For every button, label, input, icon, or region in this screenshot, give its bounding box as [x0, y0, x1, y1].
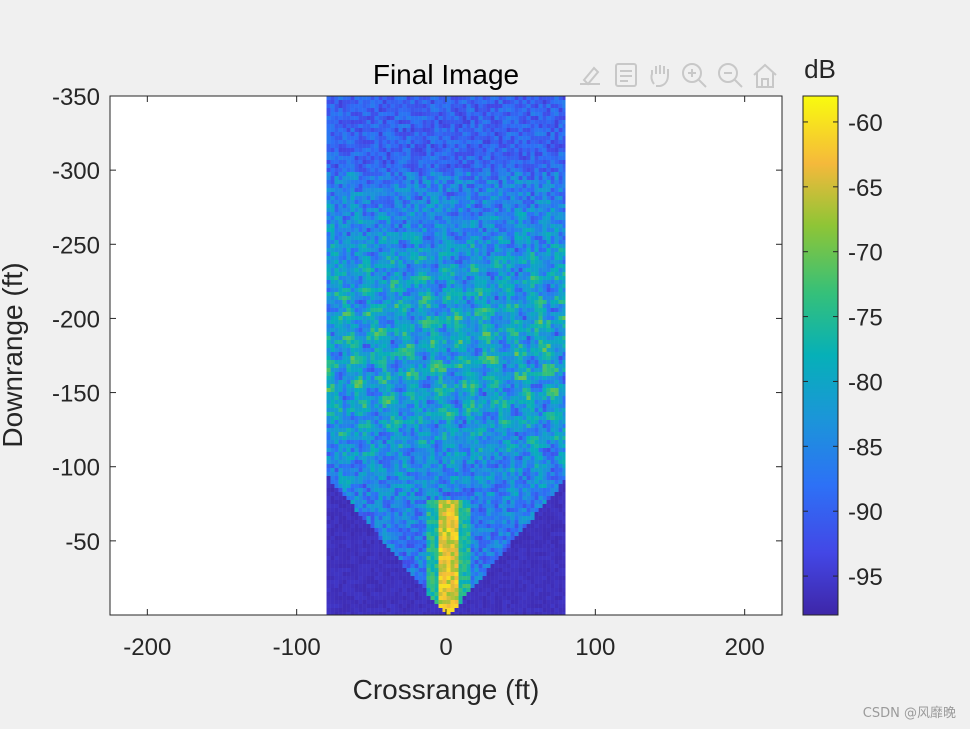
watermark-text: CSDN @风靡晚 — [862, 706, 956, 721]
colorbar — [802, 95, 839, 616]
colorbar-label: dB — [804, 54, 836, 84]
colorbar-tick-label: -80 — [848, 369, 883, 396]
x-tick-label: 0 — [439, 634, 452, 661]
heatmap-image[interactable] — [326, 96, 567, 616]
x-tick-label: -100 — [273, 634, 321, 661]
x-tick-label: -200 — [123, 634, 171, 661]
y-axis-title: Downrange (ft) — [0, 262, 28, 447]
y-tick-label: -350 — [52, 84, 100, 111]
colorbar-tick-label: -90 — [848, 499, 883, 526]
colorbar-tick-label: -85 — [848, 434, 883, 461]
colorbar-tick-label: -70 — [848, 240, 883, 267]
data-tips-icon[interactable] — [615, 63, 637, 87]
chart-title: Final Image — [373, 59, 519, 90]
x-tick-label: 100 — [575, 634, 615, 661]
colorbar-ticks: -60 -65 -70 -75 -80 -85 -90 -95 — [803, 110, 883, 591]
axes-toolbar — [580, 63, 777, 88]
colorbar-tick-label: -95 — [848, 564, 883, 591]
colorbar-tick-label: -75 — [848, 305, 883, 332]
pan-hand-icon[interactable] — [650, 65, 669, 87]
y-tick-label: -150 — [52, 381, 100, 408]
y-axis: -350 -300 -250 -200 -150 -100 -50 — [52, 84, 782, 556]
x-axis-title: Crossrange (ft) — [353, 674, 540, 705]
colorbar-tick-label: -60 — [848, 110, 883, 137]
y-tick-label: -200 — [52, 306, 100, 333]
y-tick-label: -300 — [52, 158, 100, 185]
zoom-in-icon[interactable] — [682, 63, 707, 88]
zoom-out-icon[interactable] — [718, 63, 743, 88]
x-tick-label: 200 — [725, 634, 765, 661]
colorbar-tick-label: -65 — [848, 175, 883, 202]
brush-icon[interactable] — [580, 66, 600, 86]
x-axis: -200 -100 0 100 200 — [123, 96, 765, 661]
y-tick-label: -50 — [65, 529, 100, 556]
y-tick-label: -100 — [52, 455, 100, 482]
home-icon[interactable] — [753, 63, 777, 88]
y-tick-label: -250 — [52, 232, 100, 259]
